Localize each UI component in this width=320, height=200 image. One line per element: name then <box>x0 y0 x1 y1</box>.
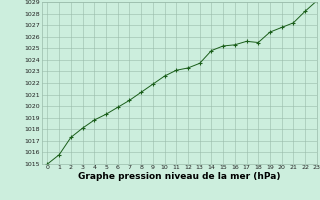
X-axis label: Graphe pression niveau de la mer (hPa): Graphe pression niveau de la mer (hPa) <box>78 172 280 181</box>
